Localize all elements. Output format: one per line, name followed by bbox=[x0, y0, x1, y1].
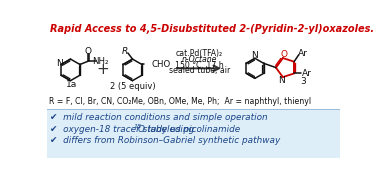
Text: O labeled picolinamide: O labeled picolinamide bbox=[138, 125, 240, 134]
Text: 2 (5 equiv): 2 (5 equiv) bbox=[110, 82, 155, 91]
Text: N: N bbox=[56, 59, 63, 68]
Text: Ar: Ar bbox=[302, 69, 311, 78]
Text: CHO: CHO bbox=[152, 60, 171, 69]
Text: 1a: 1a bbox=[67, 80, 77, 89]
Text: 150 °C, 17 h: 150 °C, 17 h bbox=[175, 61, 223, 70]
Text: Ar: Ar bbox=[298, 49, 308, 58]
Text: R = F, Cl, Br, CN, CO₂Me, OBn, OMe, Me, Ph;  Ar = naphthyl, thienyl: R = F, Cl, Br, CN, CO₂Me, OBn, OMe, Me, … bbox=[49, 97, 311, 106]
Text: O: O bbox=[280, 50, 287, 59]
Text: N: N bbox=[252, 51, 258, 60]
Text: +: + bbox=[97, 62, 109, 77]
FancyBboxPatch shape bbox=[47, 109, 340, 158]
Text: ✔  differs from Robinson–Gabriel synthetic pathway: ✔ differs from Robinson–Gabriel syntheti… bbox=[50, 136, 280, 145]
Text: ✔  oxygen-18 tracer study using: ✔ oxygen-18 tracer study using bbox=[50, 125, 197, 134]
Text: R: R bbox=[122, 47, 128, 56]
Text: 18: 18 bbox=[133, 124, 141, 129]
Text: sealed tube, air: sealed tube, air bbox=[169, 66, 230, 75]
Text: N: N bbox=[278, 76, 285, 85]
Text: n-Octane: n-Octane bbox=[181, 55, 217, 64]
Text: O: O bbox=[85, 46, 92, 56]
Text: 3: 3 bbox=[300, 77, 306, 86]
Text: cat.Pd(TFA)₂: cat.Pd(TFA)₂ bbox=[176, 49, 223, 58]
Text: Rapid Access to 4,5-Disubstituted 2-(Pyridin-2-yl)oxazoles.: Rapid Access to 4,5-Disubstituted 2-(Pyr… bbox=[50, 24, 374, 34]
Text: NH₂: NH₂ bbox=[92, 57, 108, 66]
Text: ✔  mild reaction conditions and simple operation: ✔ mild reaction conditions and simple op… bbox=[50, 113, 268, 122]
